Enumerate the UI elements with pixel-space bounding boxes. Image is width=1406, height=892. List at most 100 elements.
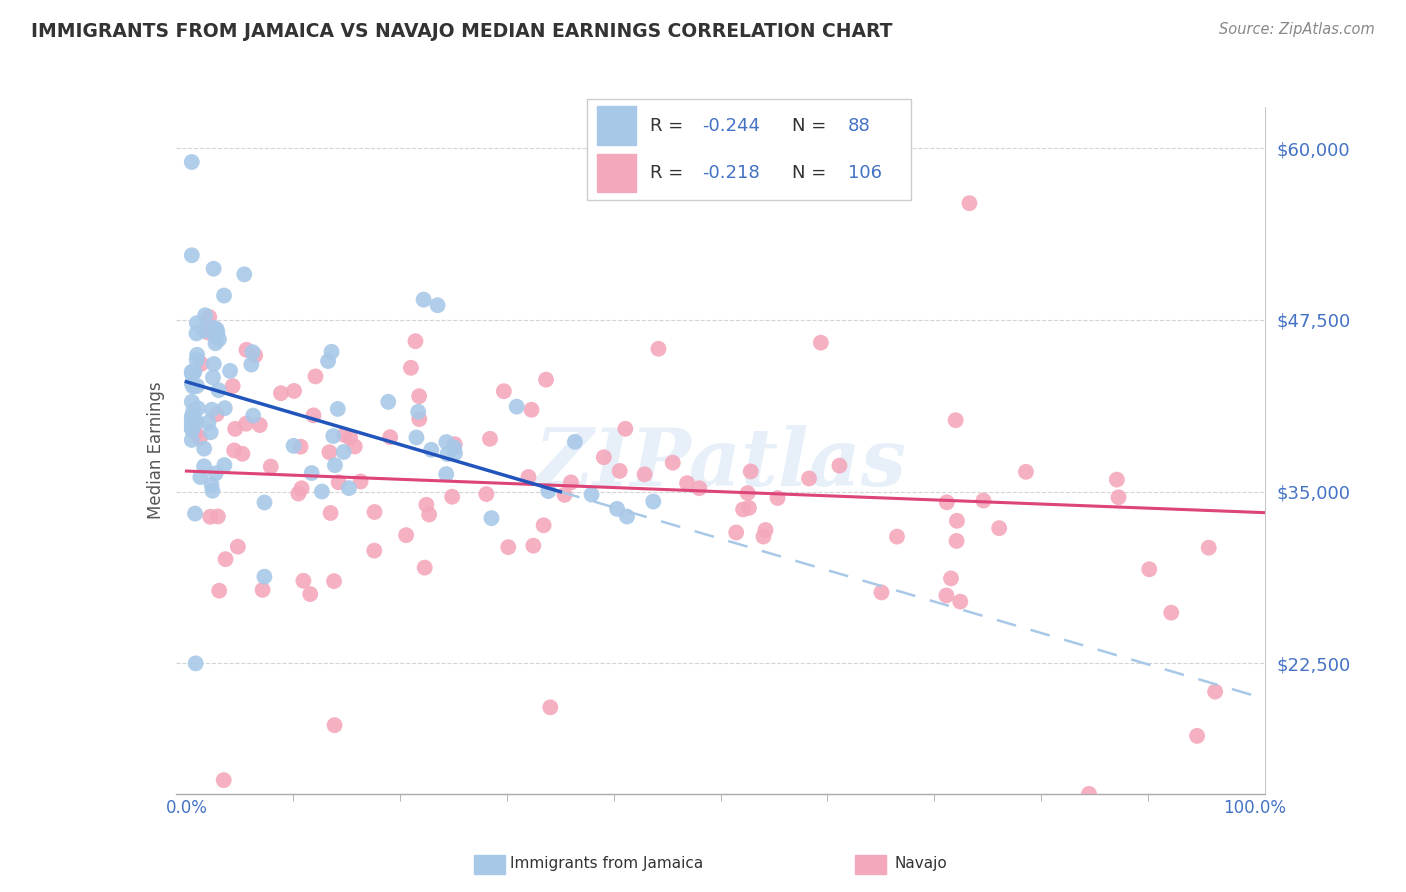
Point	[418, 508, 440, 522]
Point	[180, 365, 202, 379]
Point	[538, 700, 561, 714]
Point	[201, 402, 224, 417]
Point	[200, 477, 222, 491]
Point	[233, 268, 256, 282]
Point	[181, 379, 204, 393]
Point	[301, 466, 323, 480]
Point	[198, 310, 221, 324]
Point	[564, 434, 586, 449]
Point	[606, 501, 628, 516]
Point	[1198, 541, 1220, 555]
Point	[972, 493, 994, 508]
Text: IMMIGRANTS FROM JAMAICA VS NAVAJO MEDIAN EARNINGS CORRELATION CHART: IMMIGRANTS FROM JAMAICA VS NAVAJO MEDIAN…	[31, 22, 893, 41]
Point	[797, 471, 820, 485]
Point	[810, 335, 832, 350]
Point	[205, 407, 228, 421]
Point	[200, 509, 222, 524]
Point	[725, 525, 748, 540]
Point	[180, 367, 202, 381]
Point	[404, 334, 426, 348]
Text: ZIPatlas: ZIPatlas	[534, 425, 907, 503]
Point	[412, 293, 434, 307]
Point	[291, 481, 314, 495]
Point	[405, 430, 427, 444]
Point	[184, 657, 207, 671]
Point	[378, 430, 401, 444]
Point	[180, 155, 202, 169]
Point	[420, 442, 443, 457]
Point	[183, 364, 205, 378]
Point	[339, 431, 361, 445]
Text: N =: N =	[792, 117, 831, 135]
Point	[399, 360, 422, 375]
Point	[939, 571, 962, 585]
Point	[633, 467, 655, 482]
Point	[496, 540, 519, 554]
Point	[207, 509, 229, 524]
Point	[187, 401, 209, 416]
Point	[554, 488, 576, 502]
Point	[202, 357, 225, 371]
Point	[413, 560, 436, 574]
Point	[208, 332, 231, 346]
Point	[186, 316, 208, 330]
Point	[180, 433, 202, 447]
Point	[444, 446, 467, 460]
Point	[436, 447, 458, 461]
Point	[184, 425, 207, 440]
Point	[242, 345, 264, 359]
Point	[426, 298, 449, 312]
Text: N =: N =	[792, 164, 831, 182]
Point	[188, 431, 211, 445]
Text: 88: 88	[848, 117, 870, 135]
Point	[766, 491, 789, 505]
Point	[214, 458, 236, 472]
Text: R =: R =	[650, 117, 689, 135]
Point	[406, 405, 429, 419]
Point	[733, 502, 755, 516]
Point	[828, 458, 851, 473]
Point	[180, 376, 202, 391]
Point	[688, 481, 710, 495]
Point	[492, 384, 515, 399]
Point	[212, 288, 235, 302]
Point	[1105, 473, 1128, 487]
Point	[738, 500, 761, 515]
Point	[201, 370, 224, 384]
Point	[183, 366, 205, 380]
Text: 106: 106	[848, 164, 882, 182]
Point	[202, 320, 225, 334]
Point	[186, 326, 208, 341]
Point	[949, 594, 972, 608]
Point	[253, 495, 276, 509]
Point	[434, 435, 457, 450]
Point	[323, 458, 346, 473]
Point	[945, 413, 967, 427]
Point	[311, 484, 333, 499]
Point	[870, 585, 893, 599]
Point	[478, 432, 501, 446]
Point	[214, 401, 236, 416]
Point	[592, 450, 614, 465]
Point	[299, 587, 322, 601]
Point	[318, 445, 340, 459]
Point	[945, 533, 967, 548]
Point	[204, 329, 226, 343]
Point	[219, 364, 242, 378]
Point	[205, 322, 228, 336]
Point	[616, 509, 638, 524]
Point	[180, 248, 202, 262]
Point	[1015, 465, 1038, 479]
Point	[283, 439, 305, 453]
Point	[537, 484, 560, 499]
Y-axis label: Median Earnings: Median Earnings	[146, 382, 165, 519]
Point	[1137, 562, 1160, 576]
Text: Immigrants from Jamaica: Immigrants from Jamaica	[510, 856, 703, 871]
Point	[415, 498, 437, 512]
Point	[988, 521, 1011, 535]
Point	[316, 354, 339, 368]
Point	[180, 409, 202, 424]
Point	[193, 324, 215, 338]
Point	[180, 394, 202, 409]
Point	[534, 373, 557, 387]
